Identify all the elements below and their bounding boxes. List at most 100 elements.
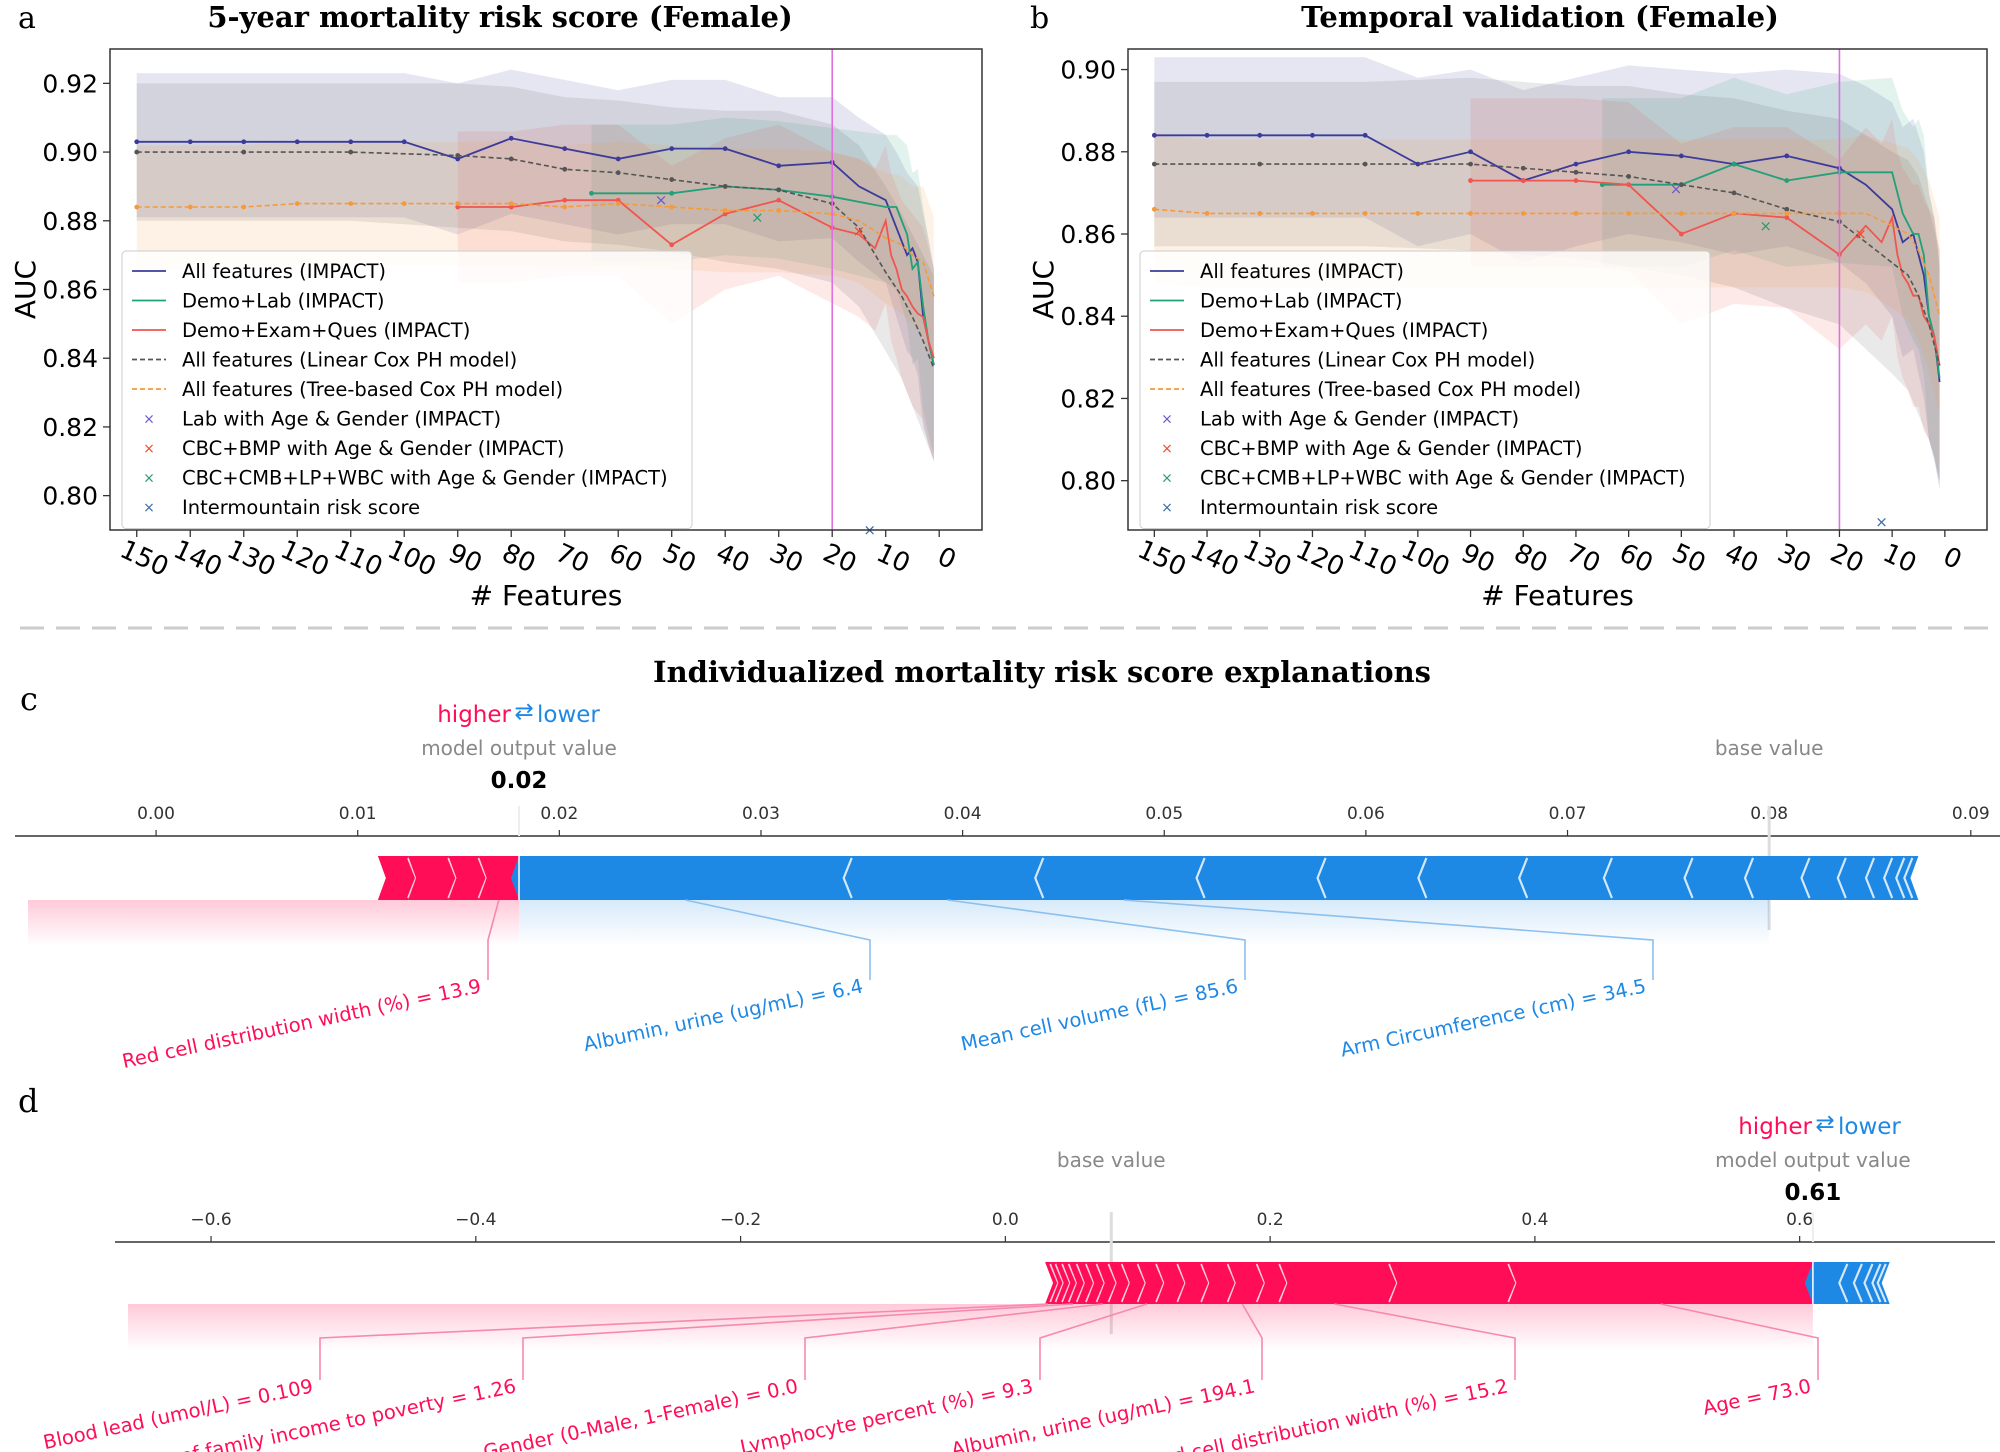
force-d-neg-segment-chevron	[1852, 1263, 1863, 1303]
force-c-neg-segment	[1035, 856, 1205, 900]
chart-a-xlabel: # Features	[470, 579, 623, 612]
chart-a-legend-label: All features (Tree-based Cox PH model)	[182, 378, 563, 401]
chart-a-series-4-point	[562, 204, 568, 210]
force-c-neg-segment-chevron	[1195, 857, 1206, 899]
chart-a-legend-label: Demo+Exam+Ques (IMPACT)	[182, 319, 470, 342]
chart-b-xtick-label: 100	[1396, 535, 1454, 583]
chart-b-xtick-label: 130	[1238, 535, 1296, 583]
force-d-base-label: base value	[1057, 1148, 1166, 1172]
chart-b-xtick-label: 70	[1562, 538, 1605, 579]
force-c-output-label: model output value	[421, 736, 617, 760]
chart-a-series: × × × ×	[134, 135, 935, 539]
chart-b-band-3	[1154, 77, 1940, 481]
force-d-arrows-icon: ⇄	[1815, 1111, 1834, 1137]
force-d-pos-segment	[1177, 1262, 1210, 1304]
force-d-output-value: 0.61	[1785, 1180, 1842, 1206]
force-d-pos-segment	[1256, 1262, 1288, 1304]
force-c-neg-segment	[1866, 856, 1893, 900]
chart-a-xtick-label: 30	[765, 538, 808, 579]
chart-a-ytick-label: 0.82	[42, 413, 98, 442]
force-c-tick-label: 0.05	[1145, 804, 1183, 824]
chart-b-xtick-label: 40	[1720, 538, 1763, 579]
chart-a-ytick-label: 0.80	[42, 482, 98, 511]
chart-a-xtick-label: 10	[872, 538, 915, 579]
force-c-feature-link	[947, 899, 1246, 980]
chart-a-series-2-point	[562, 197, 568, 203]
force-d-tick-label: 0.2	[1257, 1210, 1284, 1230]
chart-a-series-3-point	[722, 184, 728, 189]
chart-a-band-2	[457, 124, 934, 462]
chart-a-ytick-label: 0.86	[42, 276, 98, 305]
chart-a-marker-5: ×	[655, 191, 668, 209]
force-c-pos-segment	[377, 856, 417, 900]
chart-b-legend-label: Lab with Age & Gender (IMPACT)	[1200, 408, 1519, 431]
force-c-axis: 0.000.010.020.030.040.050.060.070.080.09	[15, 804, 2000, 930]
force-c-neg-segment	[1904, 856, 1919, 900]
force-c-neg-segment	[511, 856, 852, 900]
force-d-pos-segment	[1389, 1262, 1517, 1304]
force-c-neg-segment	[1801, 856, 1846, 900]
chart-a-legend-label: Lab with Age & Gender (IMPACT)	[182, 408, 501, 431]
force-c-feature-link	[487, 899, 500, 980]
chart-a-series-3-point	[134, 149, 140, 155]
chart-a-series-3-point	[776, 187, 782, 193]
chart-a-series-0-point	[348, 139, 354, 145]
chart-a-series-4-point	[187, 204, 193, 210]
chart-a-series-2-point	[776, 197, 782, 203]
chart-b-series-3-point	[1731, 190, 1737, 196]
force-d-tick-label: −0.4	[455, 1210, 496, 1230]
chart-b-series-4-point	[1415, 211, 1421, 216]
chart-a-legend-label: Intermountain risk score	[182, 496, 420, 519]
chart-a-xtick-label: 110	[329, 535, 387, 583]
chart-a-xtick-label: 60	[604, 538, 647, 579]
force-d-pos-segment	[1121, 1262, 1146, 1304]
force-d-neg-segment	[1872, 1262, 1886, 1304]
chart-b-series-3-point	[1257, 161, 1263, 167]
chart-a-series-4-point	[455, 201, 461, 207]
force-d-tick-label: −0.2	[720, 1210, 761, 1230]
chart-b-series-0-point	[1678, 153, 1684, 159]
force-d-neg-segment-chevron	[1871, 1263, 1882, 1303]
chart-a-xtick-label: 80	[497, 538, 540, 579]
force-c-neg-segment	[1317, 856, 1427, 900]
chart-b-series-0-point	[1626, 149, 1632, 155]
chart-a-series-4-point	[508, 201, 514, 207]
chart-b-xtick-label: 20	[1825, 538, 1868, 579]
chart-a-series-1-point	[669, 190, 675, 196]
chart-a-legend-marker: ×	[143, 441, 155, 457]
chart-b-xtick-label: 140	[1186, 535, 1244, 583]
chart-b-series-1-point	[1731, 161, 1737, 167]
chart-b-marker-5: ×	[1670, 180, 1683, 198]
chart-a-series-3-point	[562, 166, 568, 172]
force-d-feature-link	[1241, 1303, 1263, 1380]
chart-b-series-4-point	[1468, 211, 1473, 216]
chart-a-legend-label: CBC+CMB+LP+WBC with Age & Gender (IMPACT…	[182, 467, 668, 490]
force-c-neg-segment	[1418, 856, 1528, 900]
force-c-shading	[28, 900, 1770, 946]
force-plot-d: higher ⇄ lower model output value 0.61 b…	[41, 1111, 1995, 1452]
chart-b-series-3-point	[1151, 161, 1157, 167]
force-c-tick-label: 0.09	[1952, 804, 1990, 824]
chart-a-series-2-point	[508, 204, 514, 210]
force-c-feature-label: Mean cell volume (fL) = 85.6	[959, 974, 1240, 1055]
force-c-neg-segment	[1196, 856, 1326, 900]
chart-b-xtick-label: 0	[1938, 542, 1966, 576]
chart-a-xtick-label: 140	[169, 535, 227, 583]
chart-a-ytick-label: 0.84	[42, 344, 98, 373]
chart-b-series-4-point	[1204, 211, 1210, 216]
force-c-neg-segment	[1603, 856, 1693, 900]
chart-b-legend-marker: ×	[1161, 441, 1173, 457]
force-c-tick-label: 0.06	[1347, 804, 1385, 824]
chart-b-xtick-label: 30	[1773, 538, 1816, 579]
chart-a-series-0-point	[722, 146, 728, 152]
panel-letter-a: a	[18, 1, 36, 36]
force-c-pos-segment	[408, 856, 457, 900]
chart-b-legend-label: CBC+BMP with Age & Gender (IMPACT)	[1200, 437, 1583, 460]
chart-b-frame	[1127, 48, 1988, 531]
chart-a-series-4-line	[136, 202, 935, 297]
force-d-tick-label: −0.6	[190, 1210, 231, 1230]
force-c-neg-segment-chevron	[1683, 857, 1694, 899]
force-d-tick-label: 0.0	[992, 1210, 1019, 1230]
force-c-arrows-icon: ⇄	[514, 699, 533, 725]
